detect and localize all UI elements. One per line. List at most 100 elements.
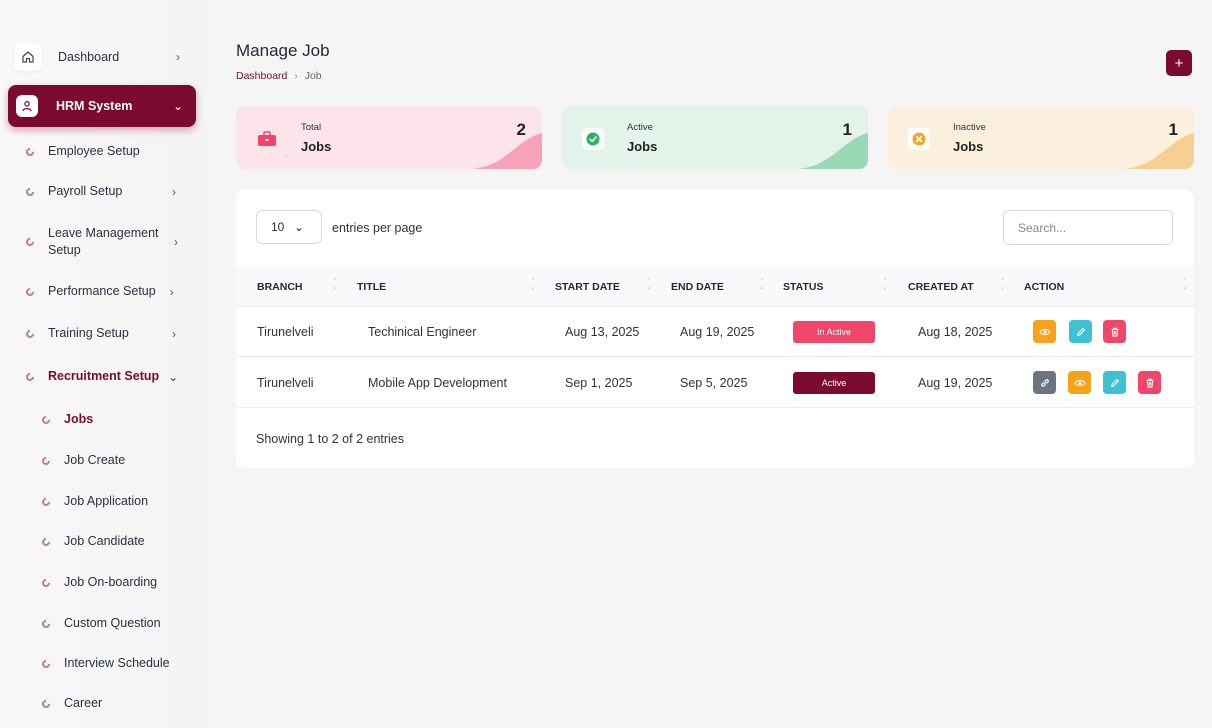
breadcrumb-dashboard-link[interactable]: Dashboard	[236, 70, 288, 82]
chevron-right-icon: ›	[174, 235, 178, 249]
column-header-status[interactable]: STATUS	[783, 280, 824, 293]
bullet-icon	[40, 657, 52, 670]
breadcrumb-current: Job	[304, 70, 322, 82]
status-badge: Active	[793, 372, 875, 394]
sort-icon[interactable]: ⌃ ⌄	[530, 278, 536, 291]
sidebar-item-job-candidate[interactable]: Job Candidate	[40, 533, 192, 550]
cell-created-at: Aug 18, 2025	[918, 325, 993, 339]
stat-wave-decoration	[1124, 133, 1194, 169]
plus-icon: +	[1174, 54, 1184, 72]
column-header-title[interactable]: TITLE	[357, 280, 387, 293]
stat-value: 1	[842, 120, 852, 139]
sidebar-item-performance-setup[interactable]: Performance Setup ›	[24, 283, 196, 300]
sidebar-item-leave-management-setup[interactable]: Leave Management Setup ›	[24, 225, 196, 259]
sort-icon[interactable]: ⌃ ⌄	[646, 278, 652, 291]
bullet-icon	[40, 535, 52, 548]
table-info: Showing 1 to 2 of 2 entries	[256, 432, 405, 446]
sidebar-item-custom-question[interactable]: Custom Question	[40, 615, 192, 632]
bullet-icon	[24, 145, 36, 158]
entries-per-page-select[interactable]: 10 ⌄	[256, 210, 322, 244]
sidebar-item-job-onboarding[interactable]: Job On-boarding	[40, 574, 192, 591]
bullet-icon	[24, 236, 36, 248]
column-header-start-date[interactable]: START DATE	[555, 280, 620, 293]
stat-label: Total	[301, 122, 322, 133]
stat-title: Jobs	[301, 139, 332, 154]
sidebar-item-label: Job Create	[64, 453, 126, 467]
edit-button[interactable]	[1069, 320, 1092, 343]
stat-title: Jobs	[627, 139, 658, 154]
cell-title: Techinical Engineer	[368, 325, 477, 339]
column-header-end-date[interactable]: END DATE	[671, 280, 724, 293]
user-icon	[16, 95, 38, 117]
edit-button[interactable]	[1103, 371, 1126, 394]
pencil-icon	[1076, 327, 1085, 336]
sidebar-item-label: HRM System	[56, 99, 133, 113]
sidebar-item-dashboard[interactable]: Dashboard ›	[8, 37, 196, 77]
sidebar-item-label: Jobs	[64, 412, 94, 426]
sort-icon[interactable]: ⌃ ⌄	[759, 278, 765, 291]
delete-button[interactable]	[1103, 320, 1126, 343]
stat-card-total: Total Jobs 2	[236, 106, 542, 169]
entries-value: 10	[271, 220, 285, 234]
bullet-icon	[24, 327, 36, 340]
sidebar-item-jobs[interactable]: Jobs	[40, 411, 192, 428]
sort-icon[interactable]: ⌃ ⌄	[1000, 278, 1006, 291]
copy-link-button[interactable]	[1033, 371, 1056, 394]
sidebar-item-training-setup[interactable]: Training Setup ›	[24, 325, 196, 342]
sidebar-item-recruitment-setup[interactable]: Recruitment Setup ⌄	[24, 368, 196, 385]
check-circle-icon	[582, 128, 604, 150]
bullet-icon	[24, 370, 36, 383]
stat-wave-decoration	[798, 133, 868, 169]
sidebar-item-label: Recruitment Setup	[48, 369, 160, 383]
search-input[interactable]	[1003, 210, 1173, 245]
chevron-right-icon: ›	[176, 50, 180, 64]
jobs-table-card: 10 ⌄ entries per page BRANCH ⌃⌄ TITLE ⌃⌄…	[236, 190, 1194, 468]
stat-wave-decoration	[472, 133, 542, 169]
sidebar-item-employee-setup[interactable]: Employee Setup	[24, 143, 196, 160]
link-icon	[1040, 378, 1049, 387]
sort-icon[interactable]: ⌃ ⌄	[1182, 278, 1188, 291]
page-title: Manage Job	[236, 41, 330, 60]
sidebar-item-career[interactable]: Career	[40, 695, 192, 712]
add-job-button[interactable]: +	[1166, 50, 1192, 76]
sidebar-item-job-application[interactable]: Job Application	[40, 493, 192, 510]
trash-icon	[1111, 327, 1118, 337]
delete-button[interactable]	[1138, 371, 1161, 394]
sidebar-item-label: Payroll Setup	[48, 184, 123, 198]
bullet-icon	[40, 617, 52, 630]
sidebar-item-label: Career	[64, 696, 103, 710]
column-header-created-at[interactable]: CREATED AT	[908, 280, 974, 293]
sort-icon[interactable]: ⌃ ⌄	[332, 278, 338, 291]
view-button[interactable]	[1068, 371, 1091, 394]
sidebar-item-hrm-system[interactable]: HRM System ⌄	[8, 85, 196, 127]
cell-status: Active	[793, 358, 875, 408]
briefcase-icon	[256, 128, 278, 150]
cell-end-date: Aug 19, 2025	[680, 325, 755, 339]
sidebar-item-interview-schedule[interactable]: Interview Schedule	[40, 655, 192, 672]
sidebar-item-label: Dashboard	[58, 50, 120, 64]
trash-icon	[1146, 378, 1153, 388]
table-row: Tirunelveli Techinical Engineer Aug 13, …	[236, 307, 1194, 357]
stat-label: Active	[627, 122, 653, 133]
chevron-right-icon: ›	[172, 184, 176, 199]
column-header-branch[interactable]: BRANCH	[257, 280, 303, 293]
sidebar-item-job-create[interactable]: Job Create	[40, 452, 192, 469]
stat-title: Jobs	[953, 139, 984, 154]
cell-status: In Active	[793, 307, 875, 357]
sidebar-item-label: Job On-boarding	[64, 575, 158, 589]
stat-card-active: Active Jobs 1	[562, 106, 868, 169]
chevron-right-icon: ›	[169, 284, 174, 299]
sidebar-item-label: Employee Setup	[48, 144, 140, 158]
stat-value: 2	[516, 120, 526, 139]
cell-title: Mobile App Development	[368, 376, 507, 390]
sort-icon[interactable]: ⌃ ⌄	[882, 278, 888, 291]
sidebar: Dashboard › HRM System ⌄ Employee Setup …	[0, 0, 205, 728]
sidebar-item-label: Job Application	[64, 494, 149, 508]
view-button[interactable]	[1033, 320, 1056, 343]
sidebar-item-payroll-setup[interactable]: Payroll Setup ›	[24, 183, 196, 200]
cell-start-date: Sep 1, 2025	[565, 376, 633, 390]
bullet-icon	[24, 285, 36, 298]
entries-per-page-label: entries per page	[332, 221, 423, 235]
sidebar-item-label: Job Candidate	[64, 534, 145, 548]
bullet-icon	[24, 185, 36, 198]
